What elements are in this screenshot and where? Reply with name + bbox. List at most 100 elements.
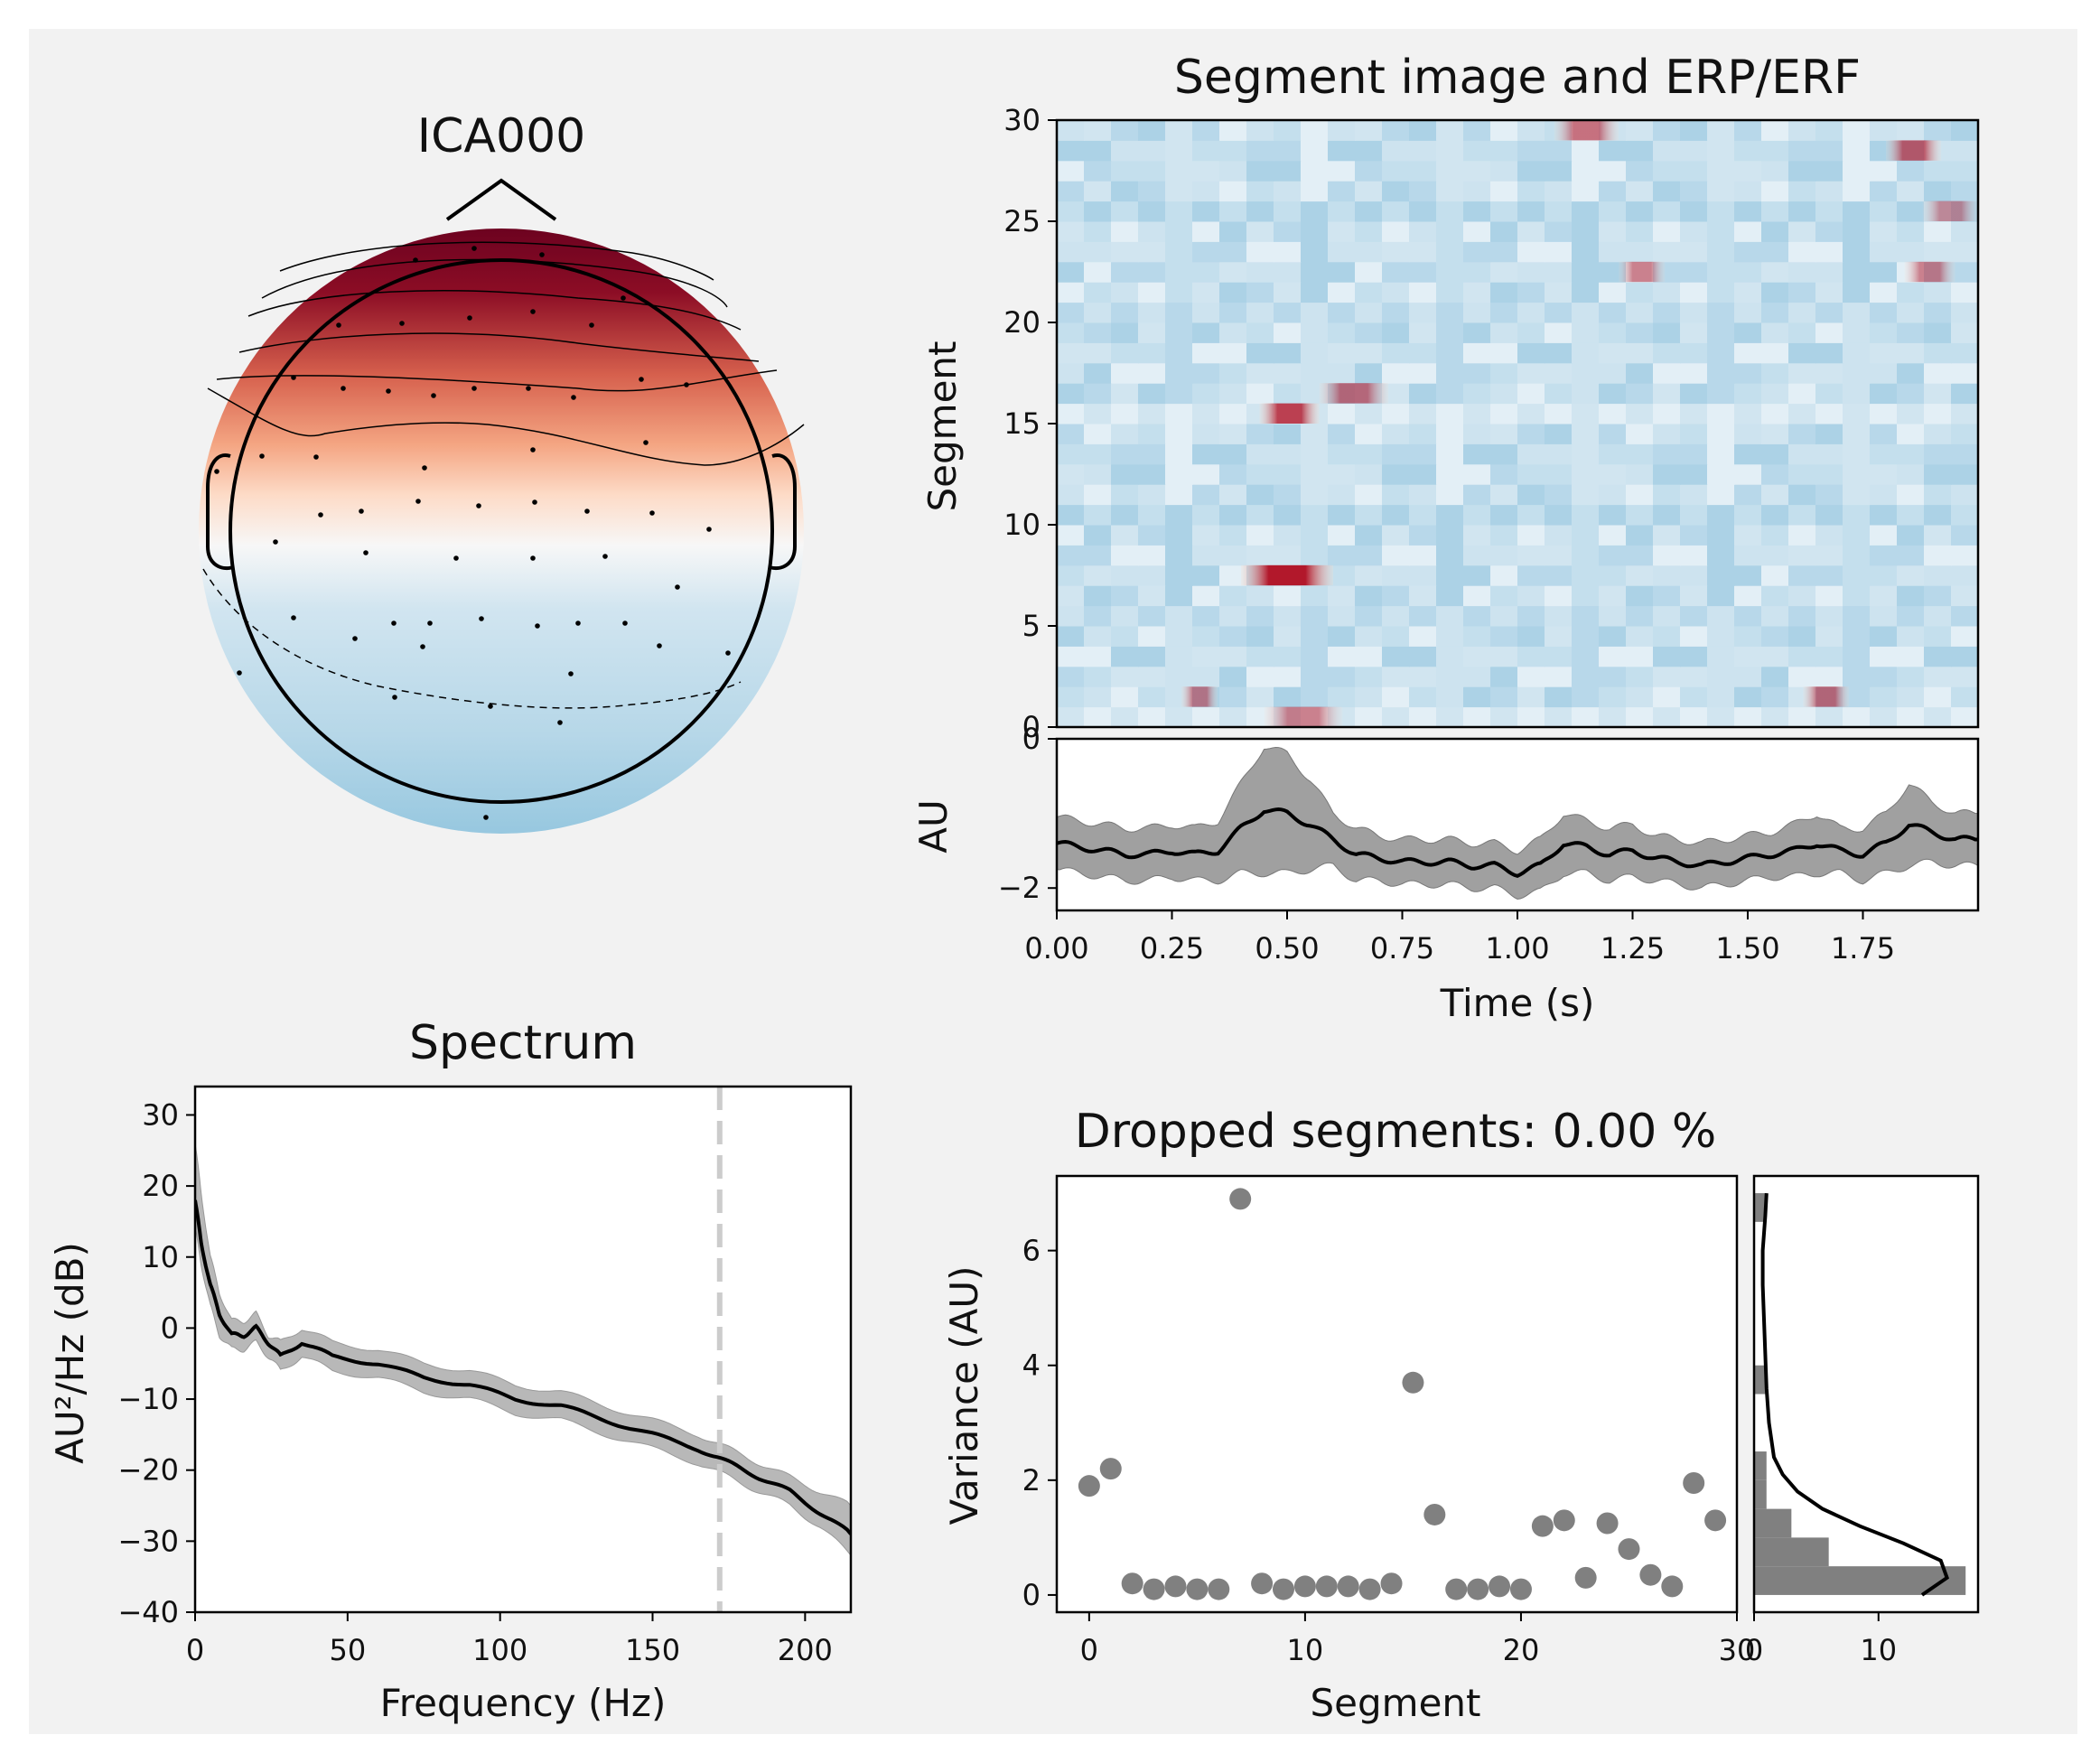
segment-cell: [1680, 181, 1708, 202]
variance-ytick-label: 2: [1022, 1463, 1041, 1497]
sensor-dot: [399, 321, 405, 326]
segment-cell: [1057, 120, 1085, 141]
segment-cell: [1653, 403, 1681, 425]
segment-cell: [1274, 261, 1302, 283]
segment-cell: [1057, 504, 1085, 526]
segment-cell: [1545, 564, 1573, 586]
sensor-dot: [273, 539, 278, 545]
segment-cell: [1192, 424, 1220, 444]
segment-cell: [1084, 181, 1112, 202]
segment-cell: [1870, 686, 1898, 708]
segment-cell: [1599, 564, 1627, 586]
segment-cell: [1545, 646, 1573, 667]
histogram-bar: [1754, 1193, 1767, 1222]
segment-cell: [1517, 302, 1545, 323]
segment-cell: [1761, 342, 1789, 364]
segment-cell: [1843, 646, 1871, 667]
segment-cell: [1274, 362, 1302, 384]
segment-cell: [1111, 322, 1139, 343]
segment-cell: [1517, 261, 1545, 283]
segment-cell: [1626, 140, 1654, 162]
sensor-dot: [313, 454, 319, 460]
segment-cell: [1382, 140, 1410, 162]
segment-cell: [1680, 201, 1708, 222]
segment-cell: [1897, 646, 1925, 667]
segment-ytick-label: 0: [1022, 710, 1041, 744]
histogram-xtick-label: 0: [1745, 1633, 1763, 1667]
segment-cell: [1274, 241, 1302, 263]
segment-cell: [1219, 626, 1247, 647]
segment-cell: [1301, 221, 1329, 242]
segment-cell: [1870, 605, 1898, 627]
segment-cell: [1951, 221, 1978, 242]
segment-cell: [1545, 403, 1573, 425]
segment-cell: [1246, 686, 1274, 708]
spectrum-ylabel: AU²/Hz (dB): [48, 1242, 92, 1464]
segment-cell: [1545, 282, 1573, 303]
segment-cell: [1192, 383, 1220, 405]
segment-cell: [1328, 120, 1356, 141]
segment-cell: [1599, 362, 1627, 384]
segment-cell: [1653, 201, 1681, 222]
segment-cell: [1788, 646, 1816, 667]
spectrum-xlabel: Frequency (Hz): [380, 1681, 667, 1725]
segment-cell: [1490, 463, 1518, 485]
segment-cell: [1897, 120, 1925, 141]
segment-cell: [1409, 646, 1437, 667]
erp-xtick-label: 1.25: [1601, 931, 1665, 966]
segment-cell: [1599, 605, 1627, 627]
spectrum-xtick-label: 0: [186, 1633, 204, 1667]
variance-point: [1596, 1512, 1619, 1535]
segment-cell: [1599, 545, 1627, 566]
sensor-dot: [359, 508, 364, 514]
segment-cell: [1599, 706, 1627, 727]
segment-cell: [1165, 322, 1193, 343]
segment-cell: [1246, 322, 1274, 343]
segment-cell: [1057, 525, 1085, 546]
segment-cell: [1599, 646, 1627, 667]
segment-cell: [1517, 666, 1545, 687]
segment-cell: [1761, 362, 1789, 384]
segment-cell: [1870, 666, 1898, 687]
segment-cell: [1192, 302, 1220, 323]
segment-cell: [1165, 605, 1193, 627]
segment-cell: [1897, 706, 1925, 727]
segment-cell: [1138, 626, 1166, 647]
segment-cell: [1409, 443, 1437, 465]
segment-cell: [1301, 181, 1329, 202]
segment-cell: [1382, 605, 1410, 627]
sensor-dot: [483, 815, 489, 820]
segment-cell: [1761, 261, 1789, 283]
segment-cell: [1843, 525, 1871, 546]
segment-cell: [1924, 160, 1952, 182]
segment-cell: [1409, 463, 1437, 485]
segment-cell: [1870, 463, 1898, 485]
topomap-title: ICA000: [417, 109, 585, 163]
segment-ytick-label: 10: [1003, 508, 1041, 542]
segment-cell: [1463, 545, 1491, 566]
variance-title: Dropped segments: 0.00 %: [1075, 1105, 1717, 1159]
segment-cell: [1138, 221, 1166, 242]
segment-cell: [1382, 362, 1410, 384]
segment-cell: [1301, 120, 1329, 141]
segment-cell: [1111, 706, 1139, 727]
segment-cell: [1301, 241, 1329, 263]
segment-cell: [1517, 545, 1545, 566]
segment-cell: [1165, 342, 1193, 364]
segment-cell: [1084, 140, 1112, 162]
segment-cell: [1761, 463, 1789, 485]
segment-cell: [1897, 160, 1925, 182]
segment-cell: [1463, 484, 1491, 506]
segment-cell: [1870, 160, 1898, 182]
variance-panel: Dropped segments: 0.00 % 0 2 4 6 0 10 20 30 Se…: [942, 1105, 1755, 1725]
segment-cell: [1843, 484, 1871, 506]
segment-cell: [1382, 282, 1410, 303]
segment-cell: [1165, 706, 1193, 727]
segment-cell: [1761, 646, 1789, 667]
erp-xtick-label: 1.75: [1831, 931, 1895, 966]
spectrum-xtick-label: 100: [472, 1633, 527, 1667]
segment-cell: [1328, 545, 1356, 566]
segment-ytick-label: 15: [1003, 406, 1041, 441]
segment-cell: [1490, 504, 1518, 526]
segment-cell: [1870, 342, 1898, 364]
